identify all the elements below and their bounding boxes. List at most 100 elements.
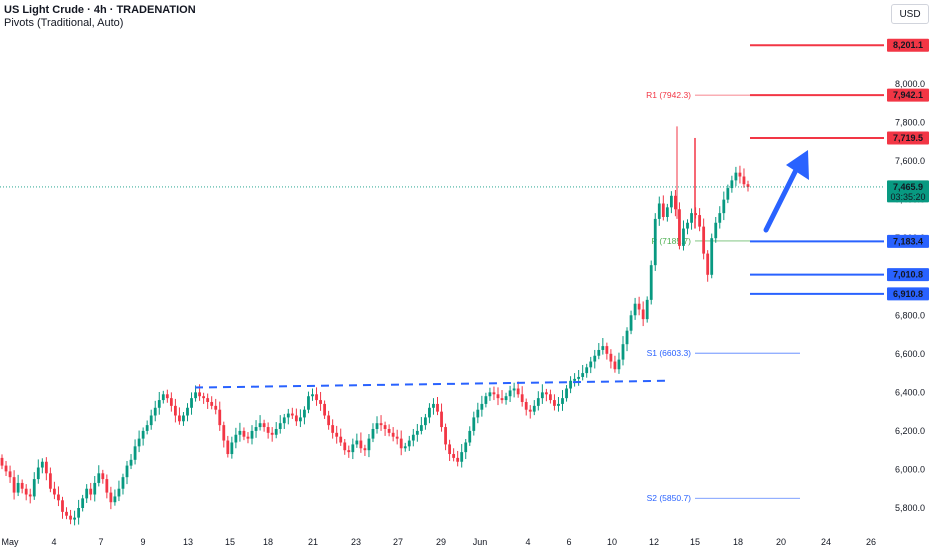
candle — [133, 439, 137, 465]
candle-body — [678, 209, 681, 246]
y-tick-label: 6,800.0 — [895, 310, 925, 320]
candle — [440, 403, 443, 432]
candle-body — [508, 390, 512, 397]
candle-body — [226, 440, 230, 455]
pivot-label: S1 (6603.3) — [647, 348, 692, 358]
candle-body — [561, 398, 564, 404]
candle — [532, 400, 536, 416]
candle-body — [424, 417, 427, 426]
candle — [206, 393, 210, 409]
candle — [722, 191, 726, 221]
candle-body — [621, 344, 625, 360]
candle — [222, 421, 226, 448]
candle — [24, 484, 28, 501]
y-tick-label: 6,600.0 — [895, 349, 925, 359]
candle — [57, 486, 60, 507]
candle — [343, 439, 347, 455]
candle-body — [327, 415, 331, 426]
candle — [65, 507, 68, 520]
candle-body — [706, 253, 710, 275]
x-tick-label: 4 — [51, 537, 56, 547]
candle — [742, 168, 746, 188]
candle-body — [222, 425, 226, 441]
candle — [625, 327, 629, 352]
candle — [32, 472, 36, 500]
candle — [557, 396, 560, 412]
candle-body — [536, 398, 540, 406]
candle-body — [254, 427, 258, 431]
candle — [347, 445, 351, 458]
candle — [686, 219, 689, 235]
candle — [577, 370, 581, 386]
candle — [258, 415, 262, 431]
candle-body — [440, 411, 443, 428]
candle — [178, 407, 181, 425]
currency-button[interactable]: USD — [891, 4, 929, 24]
candle-body — [553, 400, 556, 406]
y-axis: 8,000.07,800.07,600.07,400.07,200.07,000… — [887, 38, 929, 513]
candle — [645, 296, 649, 323]
candle-body — [738, 172, 742, 177]
candle — [621, 336, 625, 366]
countdown-label: 03:35:20 — [890, 192, 925, 202]
candle-body — [605, 346, 609, 354]
candle-body — [589, 361, 593, 368]
candle — [73, 510, 76, 526]
candle — [411, 428, 415, 447]
candle-body — [178, 415, 181, 422]
candle — [105, 474, 109, 499]
candle — [452, 448, 456, 462]
candle — [202, 392, 206, 404]
candle — [730, 175, 734, 193]
candle-body — [165, 394, 169, 399]
candle-body — [133, 446, 137, 460]
candle-body — [609, 353, 613, 362]
candle — [710, 233, 714, 279]
candle — [0, 454, 4, 470]
y-tick-label: 6,400.0 — [895, 387, 925, 397]
candle — [125, 460, 129, 485]
candle — [714, 216, 718, 243]
candle-body — [686, 222, 689, 229]
candle-body — [258, 423, 262, 428]
candle-body — [504, 396, 508, 401]
candle — [690, 208, 693, 230]
y-tick-label: 6,200.0 — [895, 426, 925, 436]
candle — [286, 408, 290, 425]
price-label-tag — [887, 131, 929, 145]
x-tick-label: 13 — [183, 537, 193, 547]
arrow-head — [786, 150, 809, 180]
candle-body — [57, 494, 60, 501]
candle — [520, 386, 524, 407]
price-label-text: 7,719.5 — [893, 133, 923, 143]
candle — [472, 411, 476, 436]
candle — [488, 387, 492, 401]
candle-body — [32, 479, 36, 497]
candle-body — [669, 195, 673, 208]
candle — [303, 406, 306, 425]
x-tick-label: 4 — [525, 537, 530, 547]
candle-body — [121, 477, 125, 489]
candle — [480, 395, 484, 417]
candle-body — [395, 436, 399, 439]
candle — [536, 391, 540, 411]
candle-body — [198, 392, 201, 397]
candle-body — [53, 488, 56, 495]
candle-body — [315, 394, 318, 401]
candle — [432, 398, 435, 415]
candle-body — [36, 467, 40, 480]
candle-body — [682, 228, 685, 246]
candle-body — [286, 413, 290, 418]
candle-body — [274, 428, 278, 435]
candle-body — [649, 265, 653, 300]
candle-body — [661, 203, 665, 217]
candle — [424, 413, 427, 430]
candle-body — [411, 434, 415, 441]
x-tick-label: 23 — [351, 537, 361, 547]
candle-body — [145, 425, 149, 431]
candle-body — [311, 394, 314, 397]
candle-body — [355, 440, 359, 445]
candle-body — [77, 508, 81, 518]
candle — [327, 410, 331, 430]
